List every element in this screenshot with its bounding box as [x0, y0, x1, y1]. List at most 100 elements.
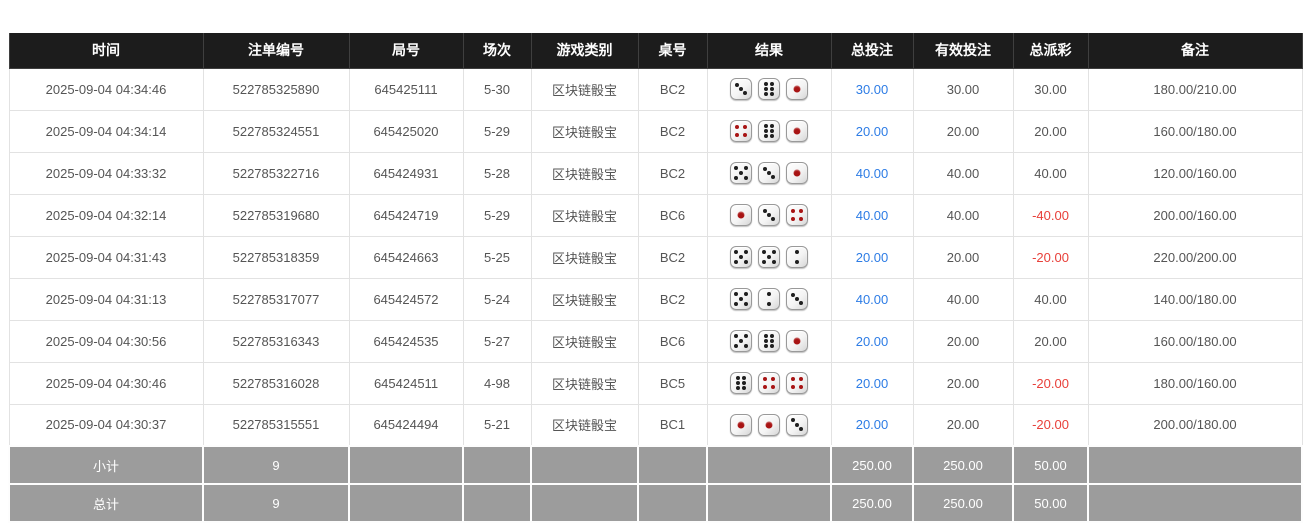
die-1-icon	[730, 413, 752, 436]
col-header-round-id: 局号	[348, 33, 464, 69]
game-type-cell: 区块链骰宝	[530, 67, 639, 111]
total-bet-link[interactable]: 40.00	[830, 151, 914, 195]
round-id-cell: 645424719	[348, 193, 464, 237]
total-bet-link[interactable]: 40.00	[830, 193, 914, 237]
die-3-icon	[758, 162, 780, 184]
subtotal-row: 小计 9 250.00 250.00 50.00	[8, 445, 1303, 485]
round-id-cell: 645424572	[348, 277, 464, 321]
die-3-icon	[730, 78, 752, 100]
session-cell: 5-27	[462, 319, 532, 363]
valid-bet-cell: 20.00	[912, 361, 1014, 405]
total-bet-link[interactable]: 30.00	[830, 67, 914, 111]
subtotal-label: 小计	[8, 445, 204, 485]
table-row: 2025-09-04 04:30:37 522785315551 645424494…	[8, 403, 1303, 447]
round-id-cell: 645424535	[348, 319, 464, 363]
die-6-icon	[758, 78, 780, 100]
bet-id-cell: 522785324551	[202, 109, 350, 153]
time-cell: 2025-09-04 04:30:46	[8, 361, 204, 405]
die-4-icon	[758, 372, 780, 394]
valid-bet-cell: 40.00	[912, 277, 1014, 321]
die-3-icon	[786, 288, 808, 310]
col-header-remark: 备注	[1087, 33, 1303, 69]
col-header-time: 时间	[8, 33, 204, 69]
col-header-result: 结果	[706, 33, 832, 69]
valid-bet-cell: 40.00	[912, 193, 1014, 237]
die-4-icon	[786, 372, 808, 394]
result-cell	[706, 67, 832, 111]
remark-cell: 160.00/180.00	[1087, 109, 1303, 153]
table-id-cell: BC2	[637, 235, 708, 279]
game-type-cell: 区块链骰宝	[530, 109, 639, 153]
bet-id-cell: 522785316028	[202, 361, 350, 405]
remark-cell: 220.00/200.00	[1087, 235, 1303, 279]
grand-total-empty-cell	[530, 483, 639, 523]
session-cell: 5-28	[462, 151, 532, 195]
subtotal-empty-cell	[706, 445, 832, 485]
die-1-icon	[786, 120, 808, 142]
total-bet-link[interactable]: 20.00	[830, 109, 914, 153]
col-header-game-type: 游戏类别	[530, 33, 639, 69]
session-cell: 5-24	[462, 277, 532, 321]
round-id-cell: 645424931	[348, 151, 464, 195]
payout-cell: -20.00	[1012, 235, 1089, 279]
die-6-icon	[758, 330, 780, 352]
subtotal-empty-cell	[462, 445, 532, 485]
game-type-cell: 区块链骰宝	[530, 319, 639, 363]
total-bet-link[interactable]: 20.00	[830, 361, 914, 405]
table-id-cell: BC2	[637, 109, 708, 153]
table-body: 2025-09-04 04:34:46 522785325890 645425111…	[8, 67, 1303, 447]
die-5-icon	[730, 288, 752, 310]
die-6-icon	[730, 372, 752, 394]
table-id-cell: BC1	[637, 403, 708, 447]
result-cell	[706, 109, 832, 153]
col-header-valid-bet: 有效投注	[912, 33, 1014, 69]
grand-total-empty-cell	[348, 483, 464, 523]
total-bet-link[interactable]: 20.00	[830, 403, 914, 447]
die-1-icon	[730, 204, 752, 226]
bet-id-cell: 522785325890	[202, 67, 350, 111]
die-2-icon	[758, 288, 780, 310]
total-bet-link[interactable]: 40.00	[830, 277, 914, 321]
payout-cell: -20.00	[1012, 361, 1089, 405]
bet-id-cell: 522785322716	[202, 151, 350, 195]
total-bet-link[interactable]: 20.00	[830, 235, 914, 279]
grand-total-count: 9	[202, 483, 350, 523]
game-type-cell: 区块链骰宝	[530, 193, 639, 237]
game-type-cell: 区块链骰宝	[530, 235, 639, 279]
session-cell: 5-29	[462, 109, 532, 153]
die-3-icon	[758, 204, 780, 226]
result-cell	[706, 319, 832, 363]
table-id-cell: BC2	[637, 67, 708, 111]
subtotal-empty-cell	[1087, 445, 1303, 485]
bet-id-cell: 522785318359	[202, 235, 350, 279]
result-cell	[706, 361, 832, 405]
table-id-cell: BC6	[637, 319, 708, 363]
table-row: 2025-09-04 04:30:46 522785316028 645424511…	[8, 361, 1303, 405]
die-2-icon	[786, 246, 808, 268]
session-cell: 5-21	[462, 403, 532, 447]
subtotal-count: 9	[202, 445, 350, 485]
table-id-cell: BC2	[637, 151, 708, 195]
payout-cell: 40.00	[1012, 151, 1089, 195]
time-cell: 2025-09-04 04:33:32	[8, 151, 204, 195]
valid-bet-cell: 20.00	[912, 403, 1014, 447]
table-row: 2025-09-04 04:31:43 522785318359 645424663…	[8, 235, 1303, 279]
session-cell: 5-30	[462, 67, 532, 111]
col-header-total-bet: 总投注	[830, 33, 914, 69]
table-id-cell: BC5	[637, 361, 708, 405]
time-cell: 2025-09-04 04:30:56	[8, 319, 204, 363]
col-header-table-id: 桌号	[637, 33, 708, 69]
grand-total-total-bet: 250.00	[830, 483, 914, 523]
die-5-icon	[730, 246, 752, 268]
grand-total-label: 总计	[8, 483, 204, 523]
valid-bet-cell: 20.00	[912, 319, 1014, 363]
table-row: 2025-09-04 04:32:14 522785319680 645424719…	[8, 193, 1303, 237]
bet-id-cell: 522785319680	[202, 193, 350, 237]
payout-cell: -40.00	[1012, 193, 1089, 237]
table-id-cell: BC6	[637, 193, 708, 237]
result-cell	[706, 235, 832, 279]
die-1-icon	[786, 78, 808, 100]
grand-total-payout: 50.00	[1012, 483, 1089, 523]
table-id-cell: BC2	[637, 277, 708, 321]
total-bet-link[interactable]: 20.00	[830, 319, 914, 363]
